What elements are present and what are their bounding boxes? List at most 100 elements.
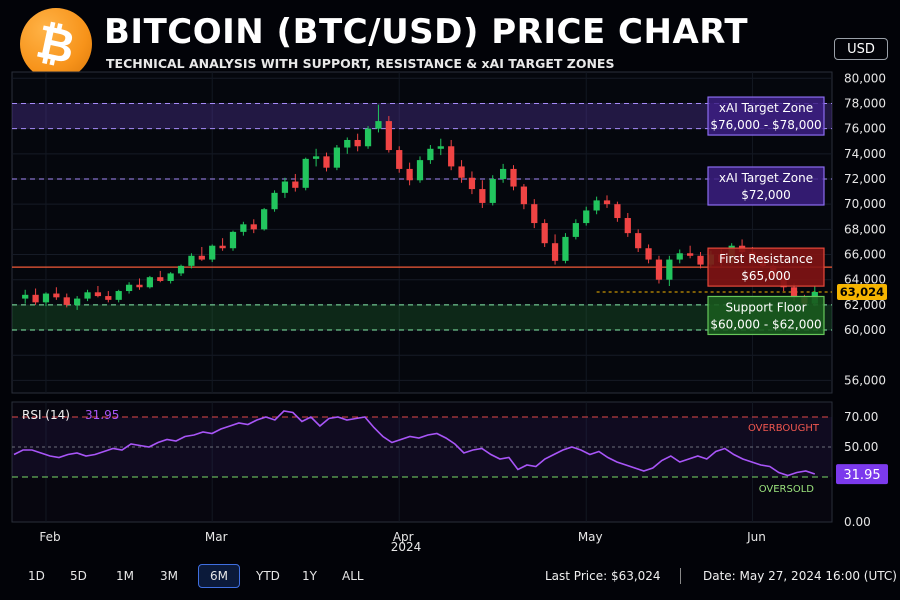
price-tick-label: 66,000 xyxy=(844,248,886,262)
candle xyxy=(136,278,143,290)
target-zone-1-box: xAI Target Zone $76,000 - $78,000 xyxy=(707,96,825,136)
rsi-line xyxy=(13,410,816,477)
annotation-value: $60,000 - $62,000 xyxy=(710,317,821,331)
candle xyxy=(551,234,559,265)
rsi-current-tag-label: 31.95 xyxy=(843,468,880,483)
footer-divider xyxy=(680,568,681,584)
candle xyxy=(676,249,683,264)
candle xyxy=(510,165,517,191)
candle xyxy=(624,212,631,237)
candle xyxy=(364,126,372,149)
annotation-value: $72,000 xyxy=(741,188,791,202)
candle xyxy=(437,138,444,156)
candle xyxy=(229,230,237,251)
support-box: Support Floor $60,000 - $62,000 xyxy=(707,295,825,336)
annotation-title: Support Floor xyxy=(725,300,806,314)
rsi-current-tag xyxy=(836,464,888,485)
year-label: 2024 xyxy=(391,540,422,554)
month-label: Feb xyxy=(39,530,60,544)
candle xyxy=(146,275,153,289)
candle xyxy=(84,289,91,302)
page-subtitle: TECHNICAL ANALYSIS WITH SUPPORT, RESISTA… xyxy=(106,56,615,71)
candle xyxy=(635,229,642,253)
candle xyxy=(614,201,621,222)
candle xyxy=(188,253,195,269)
timeframe-button-5d[interactable]: 5D xyxy=(70,569,87,583)
bitcoin-logo-icon: ₿ xyxy=(20,8,92,80)
candle xyxy=(53,287,60,300)
price-chart: 80,000 78,000 76,000 74,000 72,000 70,000 68,0… xyxy=(11,71,888,554)
timeframe-button-1y[interactable]: 1Y xyxy=(302,569,317,583)
timeframe-button-all[interactable]: ALL xyxy=(342,569,364,583)
target-zone-band xyxy=(12,103,832,129)
annotation-title: First Resistance xyxy=(719,252,813,266)
price-tick-label: 80,000 xyxy=(844,71,886,85)
candle xyxy=(375,104,382,133)
candle xyxy=(177,264,185,276)
price-tick-label: 56,000 xyxy=(844,373,886,387)
candle xyxy=(427,145,434,164)
price-tick-label: 78,000 xyxy=(844,96,886,110)
candle xyxy=(219,238,226,251)
candle xyxy=(385,116,392,153)
candle xyxy=(115,289,122,303)
candle xyxy=(240,221,247,236)
month-label: Jun xyxy=(746,530,766,544)
candle xyxy=(458,160,465,183)
candle xyxy=(531,199,538,229)
timeframe-button-1m[interactable]: 1M xyxy=(116,569,134,583)
candle xyxy=(416,156,424,183)
candle xyxy=(312,148,320,167)
price-tick-label: 76,000 xyxy=(844,122,886,136)
candle xyxy=(541,219,548,247)
candle xyxy=(583,206,590,226)
candle xyxy=(572,219,579,240)
price-tick-label: 60,000 xyxy=(844,323,886,337)
candle xyxy=(666,255,673,286)
price-tick-label: 68,000 xyxy=(844,222,886,236)
resistance-box: First Resistance $65,000 xyxy=(707,247,825,287)
page-title: BITCOIN (BTC/USD) PRICE CHART xyxy=(104,12,749,52)
timeframe-button-1d[interactable]: 1D xyxy=(28,569,45,583)
candle xyxy=(489,175,496,206)
currency-selector[interactable]: USD xyxy=(834,38,888,60)
candle xyxy=(157,270,164,283)
candle xyxy=(655,255,663,284)
annotation-title: xAI Target Zone xyxy=(719,101,813,115)
candle xyxy=(261,207,268,231)
candle xyxy=(74,296,81,310)
candle xyxy=(105,291,112,303)
oversold-label: OVERSOLD xyxy=(759,484,815,495)
date-readout: Date: May 27, 2024 16:00 (UTC) xyxy=(703,569,897,583)
candle xyxy=(22,289,29,304)
footer-bar: 1D 5D 1M 3M 6M YTD 1Y ALL Last Price: $63,024 D… xyxy=(0,560,900,592)
candle xyxy=(271,190,278,212)
candle xyxy=(63,293,70,308)
candle xyxy=(479,180,486,208)
candle xyxy=(500,163,507,183)
target-zone-2-box: xAI Target Zone $72,000 xyxy=(707,166,825,206)
candle xyxy=(593,196,600,215)
last-price-tag-label: 63,024 xyxy=(840,285,884,299)
candle xyxy=(94,286,102,298)
candle xyxy=(396,146,403,173)
candle xyxy=(520,184,528,210)
rsi-title: RSI (14) xyxy=(22,408,70,422)
timeframe-button-3m[interactable]: 3M xyxy=(160,569,178,583)
candle xyxy=(603,195,611,208)
candle xyxy=(125,282,133,294)
month-label: Apr xyxy=(393,530,414,544)
candle xyxy=(687,245,694,259)
timeframe-button-ytd[interactable]: YTD xyxy=(256,569,280,583)
month-label: May xyxy=(578,530,603,544)
annotation-value: $76,000 - $78,000 xyxy=(710,118,821,132)
month-label: Mar xyxy=(205,530,228,544)
rsi-tick-label: 70.00 xyxy=(844,410,878,424)
price-tick-label: 72,000 xyxy=(844,172,886,186)
candle xyxy=(302,157,309,191)
candle xyxy=(198,246,205,261)
candle xyxy=(333,145,340,171)
timeframe-button-6m[interactable]: 6M xyxy=(198,564,240,588)
candle xyxy=(448,139,455,171)
